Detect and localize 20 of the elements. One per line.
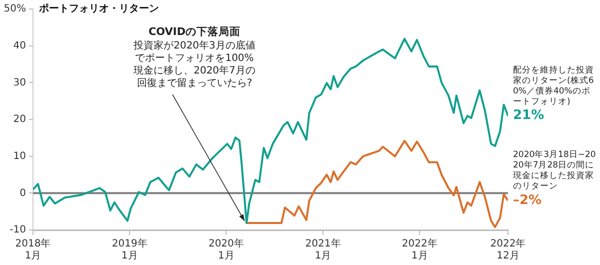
data-label: 21% [513, 108, 544, 124]
chart-title: ポートフォリオ・リターン [38, 4, 159, 15]
y-tick-label: -10 [10, 224, 26, 236]
x-tick-label: 2022年 1月 [402, 238, 438, 262]
series-label: 2020年3月18日~2020年7月28日の間に現金に移した投資家のリターン [513, 149, 596, 192]
y-tick-label: 20 [13, 114, 26, 126]
x-tick-label: 2018年 1月 [15, 238, 51, 262]
series-label: 配分を維持した投資家のリターン(株式60%／債券40%のポートフォリオ) [513, 64, 594, 107]
data-label: –2% [513, 192, 542, 208]
x-tick-label: 2022年 12月 [490, 238, 526, 262]
y-tick-label: 0 [20, 188, 26, 199]
annotation: 投資家が2020年3月の底値でポートフォリオを100%現金に移し、2020年7月の回復まで留まっていたら? [132, 40, 256, 89]
annotation: COVIDの下落局面 [148, 25, 241, 38]
x-tick-label: 2021年 1月 [305, 238, 341, 262]
y-tick-label: 40 [13, 40, 26, 52]
y-tick-label: 30 [13, 77, 26, 88]
y-tick-label: 50% [4, 4, 26, 15]
x-tick-label: 2019年 1月 [112, 238, 148, 262]
x-tick-label: 2020年 1月 [208, 238, 244, 262]
y-tick-label: 10 [13, 150, 26, 162]
